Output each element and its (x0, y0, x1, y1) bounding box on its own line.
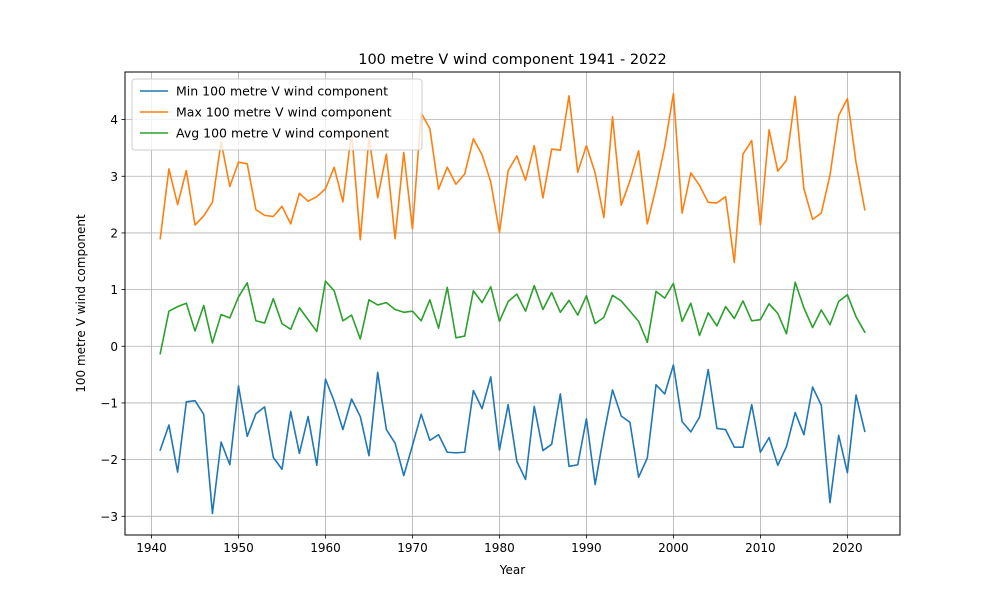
legend: Min 100 metre V wind component Max 100 me… (131, 78, 423, 151)
x-axis-label: Year (499, 563, 525, 577)
series-line-avg (159, 280, 866, 355)
legend-label: Min 100 metre V wind component (176, 84, 388, 99)
legend-label: Avg 100 metre V wind component (176, 126, 389, 141)
x-tick-label: 2010 (745, 541, 776, 555)
y-tick-label: 4 (110, 113, 118, 127)
legend-label: Max 100 metre V wind component (176, 105, 392, 120)
series-line-min (159, 364, 866, 515)
chart-title: 100 metre V wind component 1941 - 2022 (358, 52, 667, 68)
legend-box (131, 78, 423, 151)
y-tick-label: 3 (110, 170, 118, 184)
y-tick-label: 2 (110, 226, 118, 240)
x-tick-label: 1960 (310, 541, 341, 555)
y-axis-label: 100 metre V wind component (74, 214, 88, 393)
y-axis: −3 −2 −1 0 1 2 3 4 (100, 113, 125, 524)
x-axis: 1940 1950 1960 1970 1980 1990 2000 2010 2020 (136, 535, 863, 555)
x-tick-label: 2000 (658, 541, 689, 555)
x-tick-label: 1940 (136, 541, 167, 555)
y-tick-label: −1 (100, 396, 118, 410)
y-tick-label: −2 (100, 453, 118, 467)
y-tick-label: −3 (100, 510, 118, 524)
plot-frame (124, 71, 901, 536)
x-tick-label: 1980 (484, 541, 515, 555)
x-tick-label: 1970 (397, 541, 428, 555)
y-tick-label: 0 (110, 340, 118, 354)
x-tick-label: 1950 (223, 541, 254, 555)
x-tick-label: 1990 (571, 541, 602, 555)
series-line-max (159, 92, 866, 264)
y-tick-label: 1 (110, 283, 118, 297)
x-tick-label: 2020 (832, 541, 863, 555)
series-group (159, 92, 866, 515)
